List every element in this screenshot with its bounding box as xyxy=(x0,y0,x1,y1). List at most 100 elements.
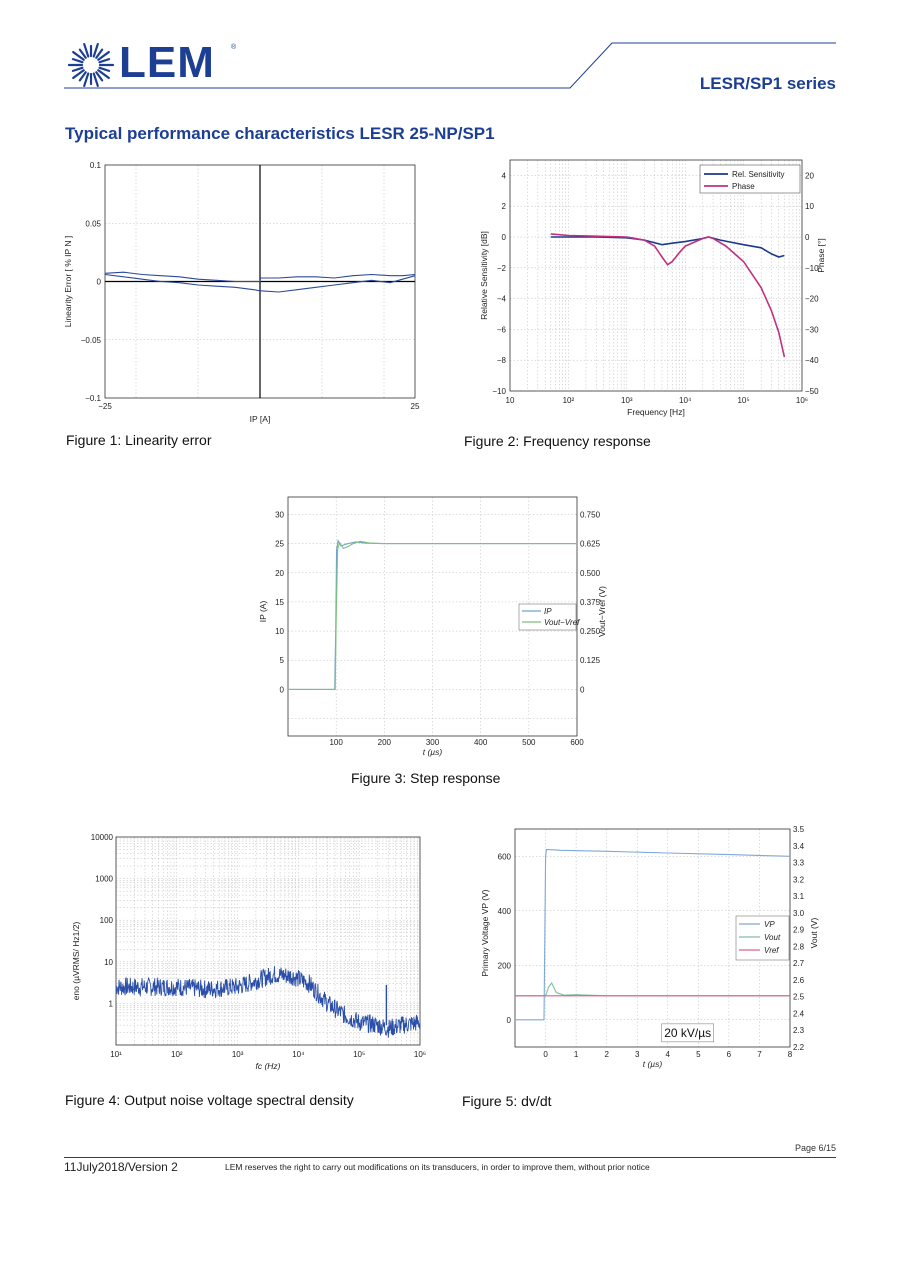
y2-tick-label: 3.4 xyxy=(793,842,805,851)
y-tick-label: 1000 xyxy=(95,875,113,884)
y2-tick-label: 2.6 xyxy=(793,976,805,985)
y2-tick-label: 0.375 xyxy=(580,598,601,607)
x-tick-label: 10¹ xyxy=(110,1050,122,1059)
legend-label: IP xyxy=(544,607,552,616)
sunburst-ray xyxy=(95,48,104,59)
sunburst-ray xyxy=(71,58,84,64)
y-axis-label: Primary Voltage VP (V) xyxy=(480,889,490,976)
legend-label: Phase xyxy=(732,182,755,191)
x-tick-label: 4 xyxy=(666,1050,671,1059)
y-tick-label: 15 xyxy=(275,598,284,607)
y-tick-label: 4 xyxy=(502,171,507,180)
legend-label: VP xyxy=(764,920,775,929)
sunburst-ray xyxy=(95,71,104,82)
y-tick-label: −6 xyxy=(497,325,507,334)
y2-tick-label: 0.125 xyxy=(580,656,601,665)
y-tick-label: −8 xyxy=(497,356,507,365)
y2-tick-label: 0.250 xyxy=(580,627,601,636)
legend-label: Vout xyxy=(764,933,781,942)
header: LEM ® LESR/SP1 series xyxy=(0,0,900,100)
series-title: LESR/SP1 series xyxy=(699,74,836,93)
plot-frame xyxy=(514,828,791,1048)
legend-box xyxy=(735,915,790,961)
page-number: Page 6/15 xyxy=(794,1143,836,1153)
footer-version: 11July2018/Version 2 xyxy=(64,1160,178,1174)
x-tick-label: 5 xyxy=(696,1050,701,1059)
x-tick-label: 100 xyxy=(329,738,343,747)
x-tick-label: 10⁶ xyxy=(796,396,808,405)
x-tick-label: 10⁴ xyxy=(679,396,692,405)
x-tick-label: 6 xyxy=(727,1050,732,1059)
y2-tick-label: −10 xyxy=(805,264,819,273)
y-tick-label: 10 xyxy=(104,958,113,967)
sunburst-ray xyxy=(78,71,87,82)
y2-tick-label: 2.4 xyxy=(793,1009,805,1018)
figure-4-noise-chart: 10000 1000 100 10 1 10¹ 10² 10³ 10⁴ 10⁵ 10⁶ fc (Hz)… xyxy=(71,833,426,1071)
x-tick-label: 2 xyxy=(604,1050,609,1059)
x-tick-label: 10³ xyxy=(621,396,633,405)
sunburst-ray xyxy=(72,50,85,61)
y2-tick-label: 0.625 xyxy=(580,540,601,549)
y-tick-label: 20 xyxy=(275,569,284,578)
y2-tick-label: 2.2 xyxy=(793,1043,805,1052)
y2-tick-label: 2.9 xyxy=(793,926,805,935)
x-tick-label: 10⁴ xyxy=(292,1050,305,1059)
x-tick-label: 500 xyxy=(522,738,536,747)
series-phase xyxy=(550,233,786,358)
y-tick-label: −0.05 xyxy=(81,336,102,345)
sunburst-ray xyxy=(92,72,99,88)
x-axis-label: t (µs) xyxy=(423,747,443,757)
y-axis-label: Relative Sensitivity [dB] xyxy=(479,231,489,320)
y2-tick-label: 2.3 xyxy=(793,1026,805,1035)
legend-label: Rel. Sensitivity xyxy=(732,170,784,179)
y2-tick-label: 3.0 xyxy=(793,909,805,918)
y2-tick-label: 3.5 xyxy=(793,825,805,834)
x-tick-label: 200 xyxy=(378,738,392,747)
legend-label: Vout−Vref xyxy=(544,618,580,627)
sunburst-ray xyxy=(83,72,90,88)
sunburst-ray xyxy=(83,42,90,58)
y-axis-label: Linearity Error [ % IP N ] xyxy=(63,236,73,327)
y2-tick-label: 2.7 xyxy=(793,959,805,968)
logo-registered-mark: ® xyxy=(231,44,237,51)
lem-sunburst-icon xyxy=(68,42,115,88)
footer-disclaimer: LEM reserves the right to carry out modi… xyxy=(225,1162,650,1172)
y-tick-label: −2 xyxy=(497,264,507,273)
x-tick-label: 600 xyxy=(570,738,584,747)
y-tick-label: 0.1 xyxy=(90,161,102,170)
x-tick-label: 10 xyxy=(506,396,515,405)
y-tick-label: 0 xyxy=(502,233,507,242)
y2-tick-label: 10 xyxy=(805,202,814,211)
footer-rule xyxy=(64,1157,836,1158)
y2-tick-label: 3.3 xyxy=(793,859,805,868)
figure-5-dvdt-chart: 600 400 200 0 3.5 3.4 3.3 3.2 3.1 3.0 2.9 2.8 2.7 2.6… xyxy=(480,825,819,1069)
y-tick-label: 100 xyxy=(100,916,114,925)
y-tick-label: 5 xyxy=(280,656,285,665)
figure-2-caption: Figure 2: Frequency response xyxy=(464,433,651,449)
x-tick-label: 25 xyxy=(411,402,420,411)
linearity-series-1 xyxy=(104,273,416,293)
x-tick-label: 10⁶ xyxy=(414,1050,426,1059)
y2-tick-label: −50 xyxy=(805,387,819,396)
series-1 xyxy=(288,540,577,690)
y2-tick-label: −30 xyxy=(805,325,819,334)
y2-axis-label: Vout−Vref (V) xyxy=(597,586,607,637)
sunburst-ray xyxy=(78,48,87,59)
y2-tick-label: 2.5 xyxy=(793,993,805,1002)
series-1 xyxy=(515,981,790,997)
series-0 xyxy=(515,848,791,1021)
x-tick-label: 10⁵ xyxy=(353,1050,365,1059)
x-tick-label: 400 xyxy=(474,738,488,747)
sunburst-ray xyxy=(92,42,99,58)
y2-axis-label: Vout (V) xyxy=(809,917,819,948)
series-sensitivity xyxy=(550,236,785,258)
y-tick-label: −4 xyxy=(497,295,507,304)
x-tick-label: 10³ xyxy=(232,1050,244,1059)
y2-tick-label: 3.1 xyxy=(793,892,805,901)
y-tick-label: −10 xyxy=(492,387,506,396)
annotation-text: 20 kV/µs xyxy=(664,1026,711,1040)
y-tick-label: 30 xyxy=(275,510,284,519)
linearity-series-0 xyxy=(104,271,416,283)
sunburst-ray xyxy=(98,66,111,72)
